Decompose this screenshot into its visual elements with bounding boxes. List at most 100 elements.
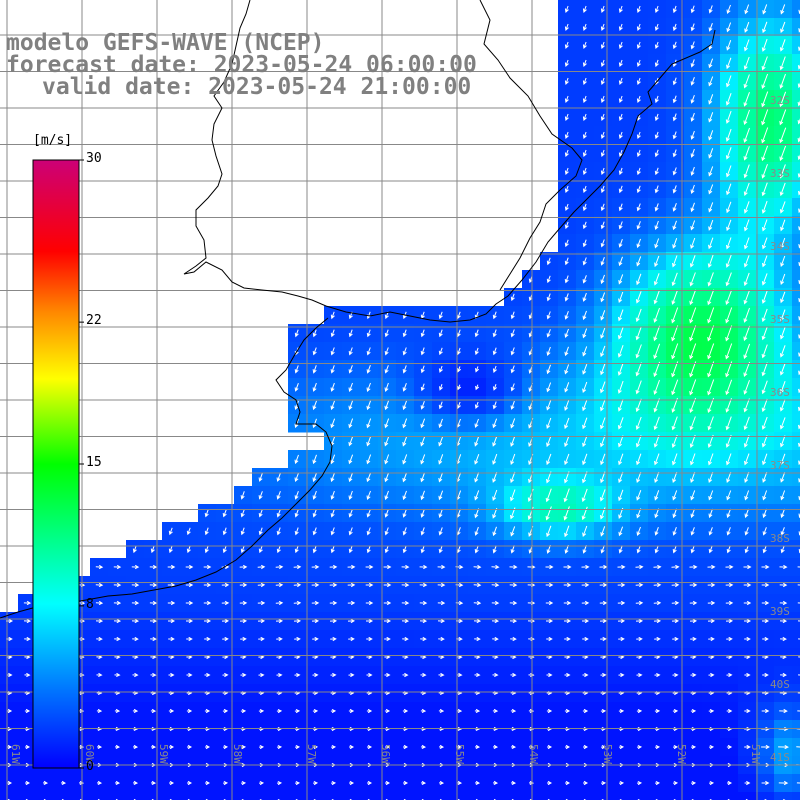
colorbar-tick-label: 0	[86, 759, 94, 774]
wind-arrow	[672, 131, 677, 140]
wind-arrow	[564, 346, 569, 357]
wind-arrow	[743, 564, 752, 570]
wind-arrow	[618, 149, 623, 157]
field-cell	[162, 792, 181, 800]
field-cell	[504, 792, 523, 800]
wind-arrow	[348, 436, 354, 447]
wind-arrow	[671, 600, 680, 606]
wind-arrow	[725, 343, 733, 360]
wind-arrow	[762, 237, 768, 250]
wind-arrow	[563, 488, 570, 503]
field-cell	[792, 738, 800, 757]
wind-arrow	[492, 453, 498, 465]
wind-arrow	[582, 131, 587, 139]
wind-arrow	[240, 744, 247, 750]
wind-arrow	[599, 582, 608, 588]
wind-arrow	[528, 672, 535, 678]
wind-arrow	[384, 636, 391, 642]
wind-arrow	[492, 545, 497, 554]
wind-arrow	[167, 582, 176, 588]
latitude-label: 34S	[770, 240, 790, 253]
wind-arrow	[150, 545, 155, 554]
wind-arrow	[276, 472, 281, 482]
wind-arrow	[258, 472, 263, 482]
field-cell	[378, 792, 397, 800]
wind-arrow	[761, 600, 770, 606]
wind-arrow	[761, 182, 768, 197]
wind-arrow	[618, 526, 624, 537]
wind-arrow	[239, 564, 248, 570]
wind-arrow	[420, 401, 425, 410]
wind-arrow	[168, 527, 173, 536]
wind-arrow	[131, 582, 140, 588]
wind-arrow	[780, 291, 786, 304]
wind-arrow	[743, 92, 750, 107]
wind-arrow	[582, 5, 587, 14]
longitude-label: 51W	[749, 744, 762, 764]
wind-arrow	[366, 490, 371, 500]
wind-arrow	[672, 95, 677, 104]
wind-arrow	[761, 200, 768, 214]
wind-arrow	[258, 744, 265, 750]
wind-arrow	[186, 545, 191, 554]
wind-arrow	[797, 136, 800, 143]
wind-arrow	[545, 564, 554, 570]
wind-arrow	[437, 564, 446, 570]
wind-arrow	[564, 399, 570, 412]
wind-arrow	[365, 564, 374, 570]
wind-arrow	[546, 525, 552, 538]
field-cell	[216, 792, 235, 800]
wind-arrow	[402, 708, 409, 714]
wind-arrow	[348, 708, 355, 714]
wind-arrow	[581, 506, 588, 521]
wind-arrow	[6, 708, 13, 714]
wind-arrow	[617, 327, 624, 340]
field-cell	[792, 648, 800, 667]
wind-arrow	[778, 744, 789, 750]
wind-arrow	[438, 490, 444, 501]
wind-arrow	[582, 618, 590, 624]
wind-arrow	[689, 289, 697, 306]
wind-arrow	[761, 38, 768, 52]
wind-arrow	[654, 508, 660, 519]
wind-arrow	[420, 329, 425, 338]
wind-arrow	[582, 95, 587, 103]
wind-arrow	[474, 472, 480, 483]
field-cell	[522, 792, 541, 800]
wind-arrow	[600, 185, 605, 194]
wind-arrow	[545, 488, 552, 503]
wind-arrow	[708, 184, 714, 195]
latitude-labels: 32S 33S 34S 35S 36S 37S 38S 39S 40S 41S	[770, 94, 790, 764]
wind-arrow	[564, 382, 570, 393]
wind-arrow	[276, 780, 283, 786]
wind-arrow	[618, 131, 623, 139]
wind-arrow	[474, 545, 479, 554]
wind-arrow	[600, 708, 607, 714]
wind-arrow	[780, 327, 786, 340]
wind-arrow	[725, 272, 732, 287]
wind-arrow	[708, 453, 714, 466]
wind-arrow	[635, 416, 642, 430]
field-cell	[360, 792, 379, 800]
wind-arrow	[438, 780, 445, 786]
wind-arrow	[384, 527, 389, 536]
wind-arrow	[780, 545, 785, 554]
wind-arrow	[275, 600, 284, 606]
wind-arrow	[564, 417, 570, 430]
wind-arrow	[689, 343, 697, 360]
wind-arrow	[780, 453, 786, 466]
wind-arrow	[169, 744, 175, 750]
wind-arrow	[276, 672, 283, 678]
wind-arrow	[726, 219, 732, 232]
field-cell	[792, 126, 800, 145]
wind-arrow	[761, 582, 770, 588]
wind-arrow	[294, 365, 299, 374]
wind-arrow	[725, 618, 734, 624]
field-cell	[792, 594, 800, 613]
wind-arrow	[366, 365, 371, 374]
wind-arrow	[546, 364, 551, 375]
wind-arrow	[438, 744, 445, 750]
wind-arrow	[186, 708, 193, 714]
wind-arrow	[672, 744, 679, 750]
wind-arrow	[690, 780, 697, 786]
